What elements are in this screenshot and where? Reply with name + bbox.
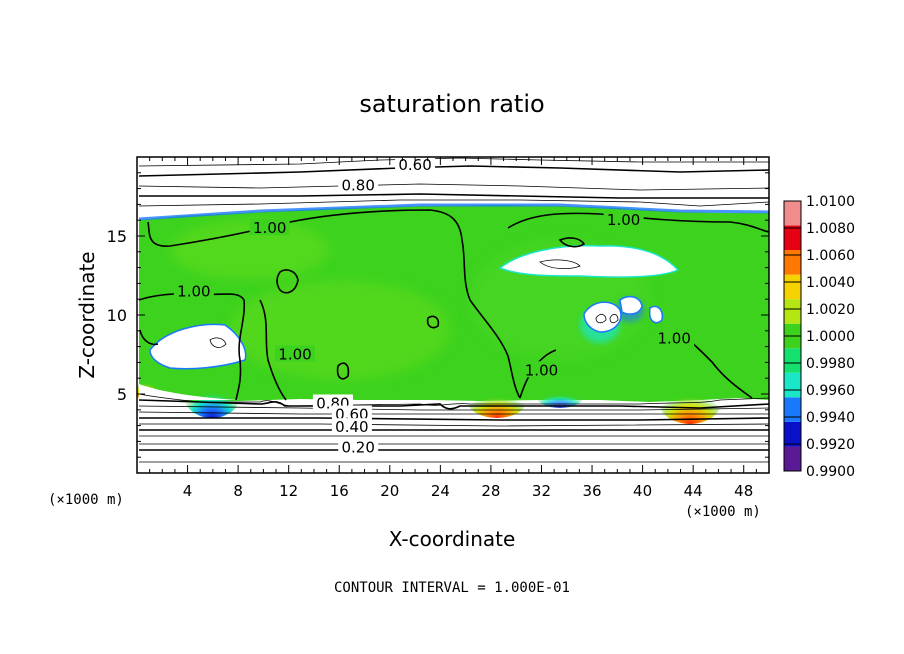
- colorbar-swatch: [784, 225, 801, 251]
- contour-label-bg: [603, 211, 644, 228]
- x-tick-label: 20: [380, 482, 399, 500]
- contour-label: 0.40: [335, 418, 368, 436]
- y-axis: 5 10 15: [107, 172, 769, 458]
- y-tick-label: 10: [107, 306, 127, 325]
- x-axis: 4 8 12 16 20 24 28 32 36 40 44 48: [149, 157, 757, 500]
- field-variation: [170, 220, 330, 280]
- contour-label: 1.00: [253, 219, 286, 237]
- colorbar-swatch: [784, 397, 801, 422]
- contour-label-bg: [173, 282, 214, 299]
- x-tick-label: 44: [684, 482, 703, 500]
- contour-label: 0.80: [341, 176, 374, 194]
- x-unit-label: (×1000 m): [48, 492, 124, 508]
- dry-patch: [139, 384, 240, 400]
- dry-patch: [648, 305, 664, 324]
- colorbar-label: 0.9900: [806, 464, 855, 480]
- contour-label: 1.00: [278, 346, 311, 364]
- x-tick-label: 12: [279, 482, 298, 500]
- colorbar: 0.9900 0.9920 0.9940 0.9960 0.9980 1.0000 1.00…: [783, 194, 855, 480]
- x-unit-label-right: (×1000 m): [685, 504, 761, 520]
- warm-spot: [467, 382, 527, 418]
- colorbar-label: 1.0060: [806, 248, 855, 264]
- colorbar-swatch: [784, 299, 801, 324]
- cool-spot: [536, 384, 584, 408]
- contour-label-bg: [275, 345, 315, 362]
- x-tick-label: 48: [734, 482, 753, 500]
- colorbar-label: 1.0000: [806, 329, 855, 345]
- y-axis-label: Z-coordinate: [75, 251, 99, 378]
- contour-label-bg: [338, 438, 379, 455]
- contour-interval-note: CONTOUR INTERVAL = 1.000E-01: [334, 580, 570, 596]
- y-tick-label: 15: [107, 227, 127, 246]
- x-axis-label: X-coordinate: [389, 527, 516, 551]
- contour-label: 0.20: [341, 439, 374, 457]
- dry-patch: [498, 244, 680, 278]
- contour-detail: [209, 259, 619, 348]
- contour-label-bg: [521, 361, 562, 378]
- x-tick-label: 8: [233, 482, 243, 500]
- contour-upper-layers: [138, 157, 769, 207]
- dry-patch: [583, 301, 622, 333]
- colorbar-label: 1.0100: [806, 194, 855, 210]
- dry-patch: [149, 323, 247, 370]
- x-tick-label: 24: [431, 482, 450, 500]
- dry-patch: [619, 295, 643, 315]
- contour-label-bg: [654, 329, 695, 346]
- warm-spot: [658, 376, 722, 424]
- contour-label-bg: [338, 176, 379, 193]
- x-tick-label: 28: [481, 482, 500, 500]
- colorbar-swatch: [784, 274, 801, 300]
- x-tick-label: 4: [183, 482, 193, 500]
- x-tick-label: 40: [633, 482, 652, 500]
- contour-lower-layers: [138, 393, 769, 463]
- colorbar-label: 0.9960: [806, 383, 855, 399]
- x-tick-label: 32: [532, 482, 551, 500]
- chart-title: saturation ratio: [359, 90, 544, 118]
- plot-area: 0.600.801.001.001.001.001.001.000.800.60…: [137, 156, 769, 473]
- x-tick-label: 16: [330, 482, 349, 500]
- contour-label: 1.00: [657, 330, 690, 348]
- contour-label: 1.00: [177, 282, 210, 300]
- contour-label-bg: [249, 219, 290, 236]
- colorbar-label: 0.9980: [806, 356, 855, 372]
- contour-1-00: [138, 209, 769, 401]
- x-tick-label: 36: [582, 482, 601, 500]
- colorbar-label: 0.9940: [806, 410, 855, 426]
- colorbar-label: 0.9920: [806, 437, 855, 453]
- contour-label-bg: [331, 418, 372, 435]
- colorbar-label: 1.0040: [806, 275, 855, 291]
- cloud-top-fringe: [138, 203, 769, 221]
- colorbar-swatch: [784, 372, 801, 398]
- contour-label: 0.60: [398, 156, 431, 174]
- colorbar-label: 1.0020: [806, 302, 855, 318]
- colorbar-swatch: [784, 250, 801, 275]
- contour-label: 1.00: [525, 361, 558, 379]
- colorbar-label: 1.0080: [806, 221, 855, 237]
- colorbar-swatch: [784, 348, 801, 373]
- contour-label: 1.00: [607, 211, 640, 229]
- colorbar-swatch: [784, 446, 801, 471]
- colorbar-swatch: [784, 421, 801, 447]
- contour-label-bg: [395, 157, 436, 172]
- y-tick-label: 5: [117, 385, 127, 404]
- colorbar-swatch: [784, 201, 801, 226]
- contour-labels: 0.600.801.001.001.001.001.001.000.800.60…: [173, 156, 695, 457]
- contour-label-bg: [331, 405, 372, 422]
